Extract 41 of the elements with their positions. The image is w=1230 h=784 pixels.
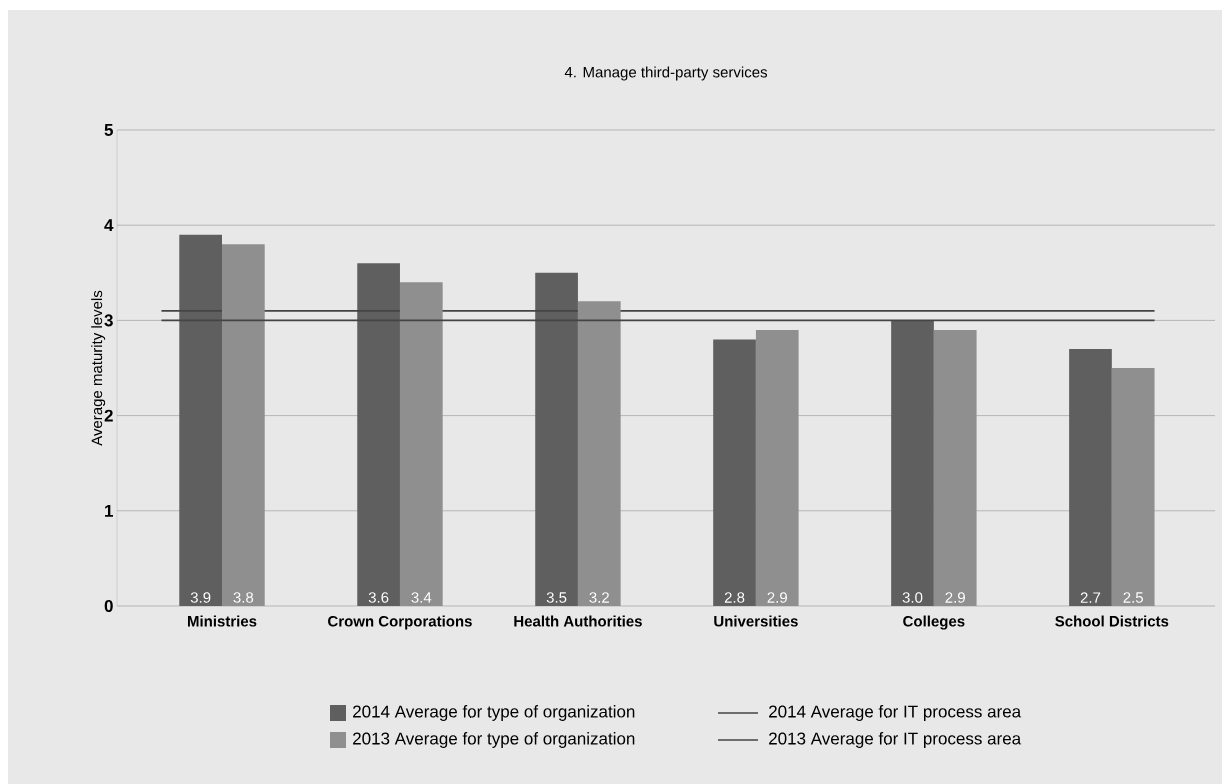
data-label: 2.9 [945, 592, 965, 603]
bar [891, 320, 934, 606]
data-label: 2.7 [1080, 592, 1101, 603]
data-label: 3.0 [902, 592, 923, 603]
y-tick-label: 0 [104, 599, 113, 613]
bar [222, 244, 265, 606]
x-tick-label: Colleges [903, 615, 965, 630]
chart-title: 4. Manage third-party services [564, 66, 768, 81]
bar [179, 234, 222, 606]
bar [535, 272, 578, 606]
data-label: 3.6 [368, 592, 389, 603]
data-label: 2.8 [724, 592, 745, 603]
data-label: 3.5 [546, 592, 567, 603]
data-label: 2.5 [1123, 592, 1143, 603]
x-tick-label: Universities [714, 615, 798, 627]
x-tick-label: Ministries [188, 615, 257, 627]
bar [399, 282, 443, 606]
legend-label: 2014 Average for IT process area [769, 705, 1022, 721]
legend-label: 2014 Average for type of organization [353, 705, 635, 721]
y-tick-label: 3 [104, 314, 113, 327]
y-tick-label: 4 [104, 219, 114, 232]
data-label: 3.9 [190, 592, 211, 603]
x-tick-label: Crown Corporations [328, 615, 472, 630]
y-tick-label: 1 [105, 504, 113, 517]
bar [577, 301, 621, 606]
bar [357, 263, 400, 606]
y-tick-label: 2 [104, 409, 113, 422]
x-tick-label: School Districts [1055, 615, 1169, 627]
bar [933, 329, 977, 606]
bar [755, 329, 799, 606]
legend-label: 2013 Average for IT process area [769, 732, 1022, 748]
data-label: 3.4 [411, 592, 432, 603]
bar [1111, 368, 1155, 606]
legend-label: 2013 Average for type of organization [353, 732, 635, 748]
data-label: 3.2 [589, 592, 609, 603]
bar [713, 339, 756, 606]
x-tick-label: Health Authorities [514, 615, 642, 627]
data-label: 3.8 [233, 592, 254, 603]
data-label: 2.9 [767, 592, 787, 603]
bar [1069, 348, 1112, 606]
y-tick-label: 5 [104, 124, 113, 136]
